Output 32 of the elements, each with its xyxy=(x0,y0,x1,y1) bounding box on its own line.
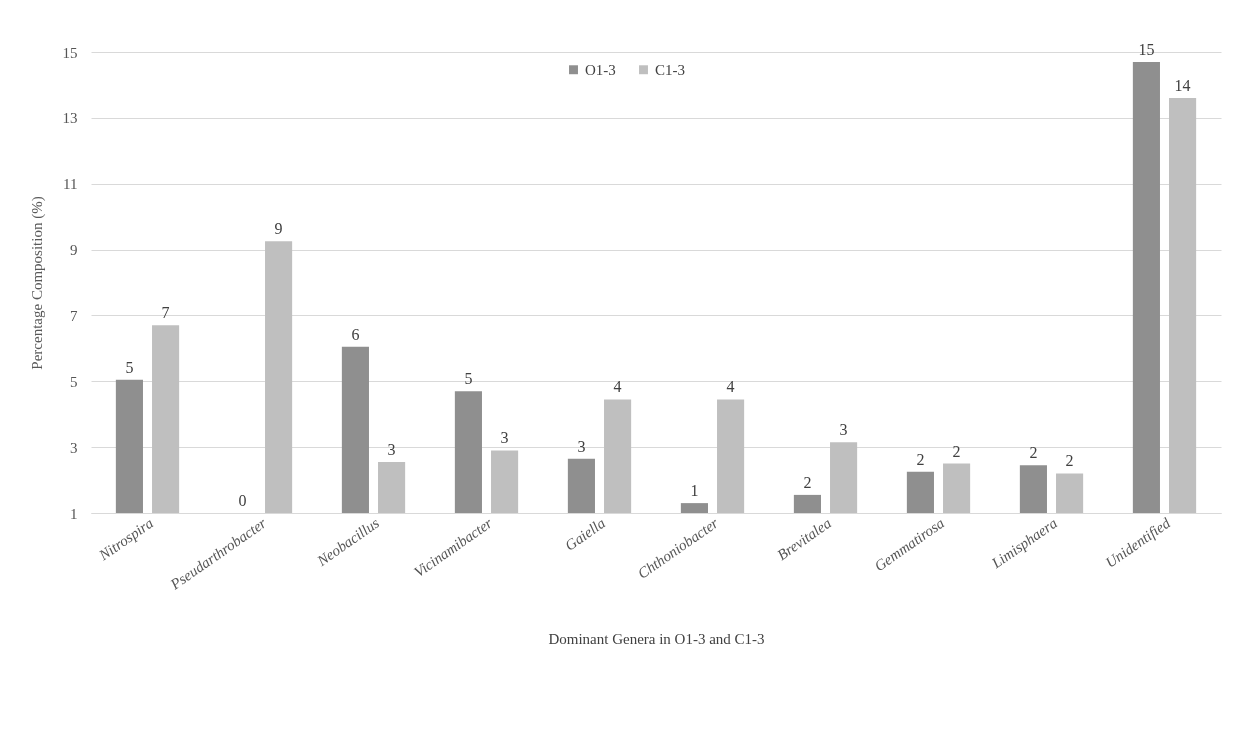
data-label: 4 xyxy=(613,378,622,396)
data-label: 2 xyxy=(803,473,812,491)
y-tick-label: 9 xyxy=(70,242,78,259)
data-label: 3 xyxy=(500,429,509,447)
data-label: 3 xyxy=(387,440,396,458)
data-label: 2 xyxy=(1065,452,1074,470)
data-label: 1 xyxy=(690,482,699,500)
data-label: 14 xyxy=(1174,77,1191,95)
data-label: 6 xyxy=(351,325,360,343)
text: 0 xyxy=(238,492,247,509)
y-tick-label: 1 xyxy=(70,505,78,522)
data-label: 5 xyxy=(125,358,134,376)
y-tick-label: 15 xyxy=(62,44,78,61)
data-label: 5 xyxy=(464,370,473,388)
data-label: 3 xyxy=(577,437,586,455)
data-label: 2 xyxy=(916,450,925,468)
data-label: 2 xyxy=(1029,444,1038,462)
y-tick-label: 7 xyxy=(70,307,78,324)
y-axis-title: Percentage Composition (%) xyxy=(28,196,46,370)
data-label: 7 xyxy=(161,304,170,322)
data-label: 15 xyxy=(1138,40,1155,58)
y-tick-label: 5 xyxy=(70,373,78,390)
legend-label: C1-3 xyxy=(655,61,685,78)
y-tick-label: 3 xyxy=(70,439,78,456)
data-label: 4 xyxy=(726,378,735,396)
legend-label: O1-3 xyxy=(585,61,616,78)
x-axis-title: Dominant Genera in O1-3 and C1-3 xyxy=(548,631,765,648)
data-label: 2 xyxy=(952,442,961,460)
y-tick-label: 13 xyxy=(62,110,78,127)
data-label: 9 xyxy=(274,220,283,238)
data-label: 3 xyxy=(839,421,848,439)
y-tick-label: 11 xyxy=(63,176,78,193)
